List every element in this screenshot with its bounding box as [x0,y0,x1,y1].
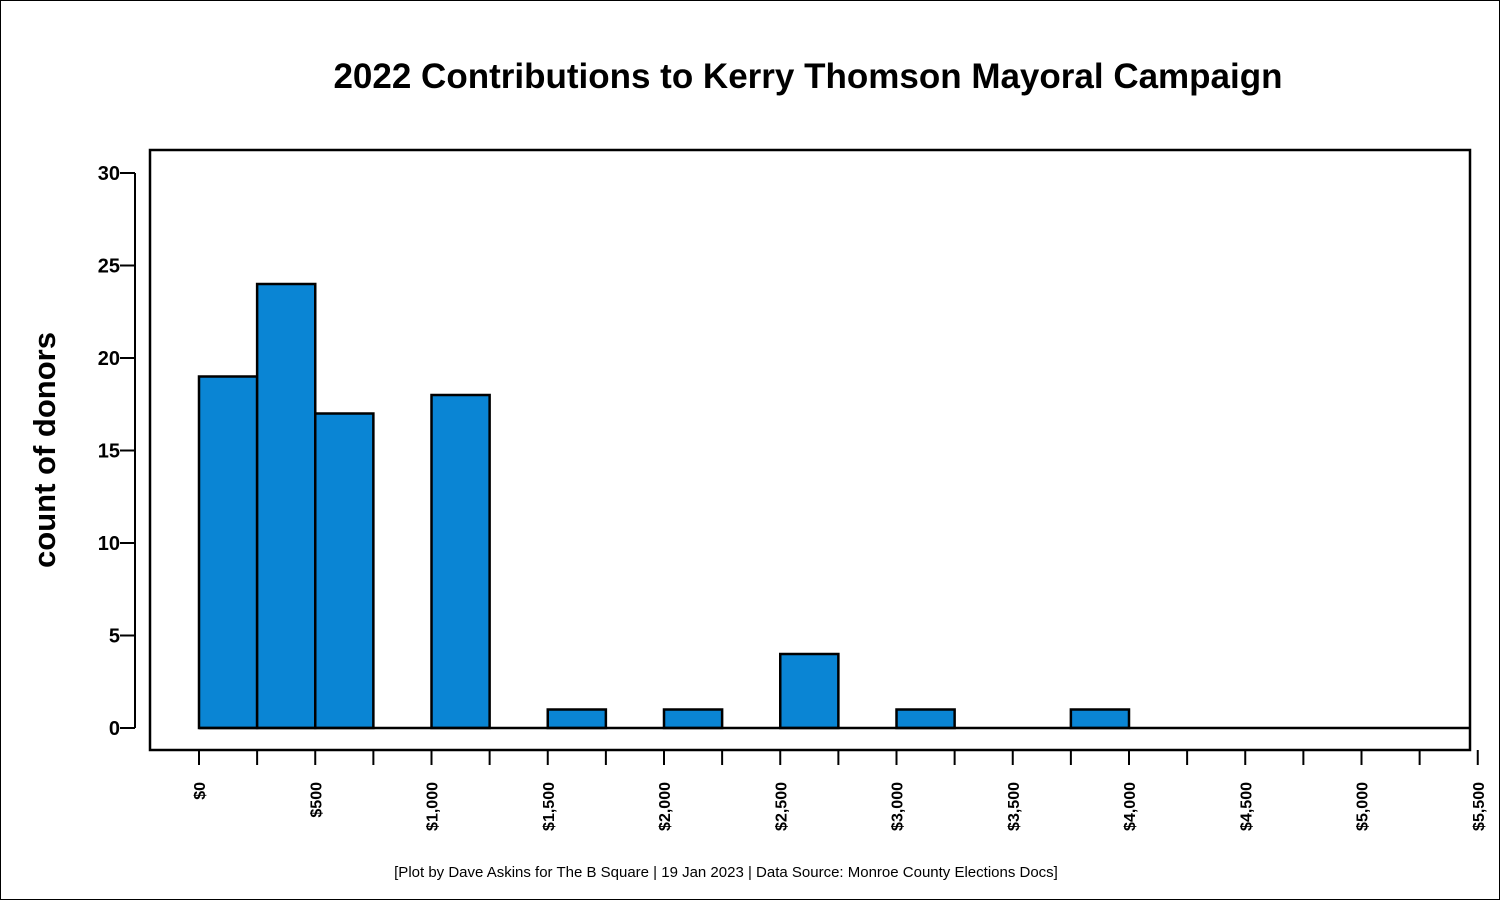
x-tick-label: $0 [192,782,209,800]
x-tick-label: $3,000 [890,782,907,831]
y-tick-label: 10 [98,533,120,555]
x-tick-label: $4,000 [1122,782,1139,831]
histogram-bar [314,412,375,730]
y-tick-label: 30 [98,163,120,185]
histogram-bar [197,375,259,730]
histogram-bar [546,708,608,730]
x-tick-label: $2,500 [773,782,790,831]
x-tick-label: $4,500 [1238,782,1255,831]
credit-note: [Plot by Dave Askins for The B Square | … [394,864,1058,881]
plot-area-border [148,148,1472,752]
x-tick-label: $3,500 [1006,782,1023,831]
y-tick-label: 15 [98,441,120,463]
histogram-bar [430,393,491,730]
histogram-bar [779,652,840,730]
x-tick-label: $5,500 [1471,782,1488,831]
y-axis: 0 5 10 15 20 25 30 [98,163,136,740]
x-axis: $0 $500 $1,000 $1,500 $2,000 $2,500 $3,000 $3,5… [192,750,1488,831]
chart-title: 2022 Contributions to Kerry Thomson Mayo… [333,57,1282,96]
y-axis-label: count of donors [27,332,62,568]
x-tick-label: $500 [308,782,325,818]
x-tick-label: $1,000 [425,782,442,831]
y-tick-label: 5 [109,626,120,648]
x-tick-label: $2,000 [657,782,674,831]
histogram-bar [662,708,724,730]
histogram-bar [255,282,317,730]
histogram-bar [895,708,956,730]
y-tick-label: 25 [98,256,120,278]
x-tick-label: $5,000 [1355,782,1372,831]
bar-series [197,282,1131,730]
y-tick-label: 0 [109,718,120,740]
y-tick-label: 20 [98,348,120,370]
x-tick-label: $1,500 [541,782,558,831]
histogram-bar [1069,708,1131,730]
